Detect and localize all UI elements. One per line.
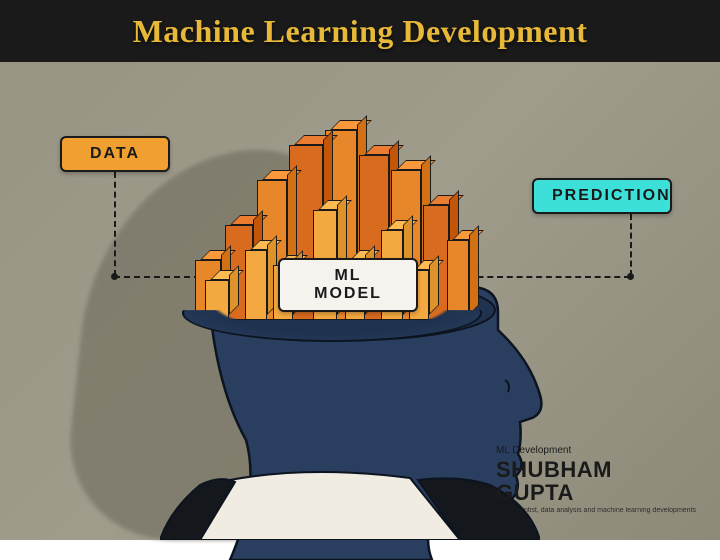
suit [160, 470, 540, 540]
label-prediction: PREDICTION [532, 178, 672, 214]
page-title: Machine Learning Development [133, 13, 588, 50]
credit-block: ML Development SHUBHAM GUPTA data scient… [496, 445, 696, 524]
credit-subtitle: data scientist, data analysis and machin… [496, 507, 696, 524]
label-ml-model: ML MODEL [278, 258, 418, 312]
connector-pred-v [630, 214, 632, 276]
label-data: DATA [60, 136, 170, 172]
credit-tag: ML Development [496, 445, 696, 456]
connector-data-dot [111, 273, 118, 280]
connector-pred-dot [627, 273, 634, 280]
infographic-canvas: Machine Learning Development DATA PREDIC… [0, 0, 720, 540]
connector-pred-h [458, 276, 630, 278]
credit-name-2: GUPTA [496, 481, 696, 504]
connector-data-v [114, 172, 116, 276]
credit-name-1: SHUBHAM [496, 458, 696, 481]
header-bar: Machine Learning Development [0, 0, 720, 62]
